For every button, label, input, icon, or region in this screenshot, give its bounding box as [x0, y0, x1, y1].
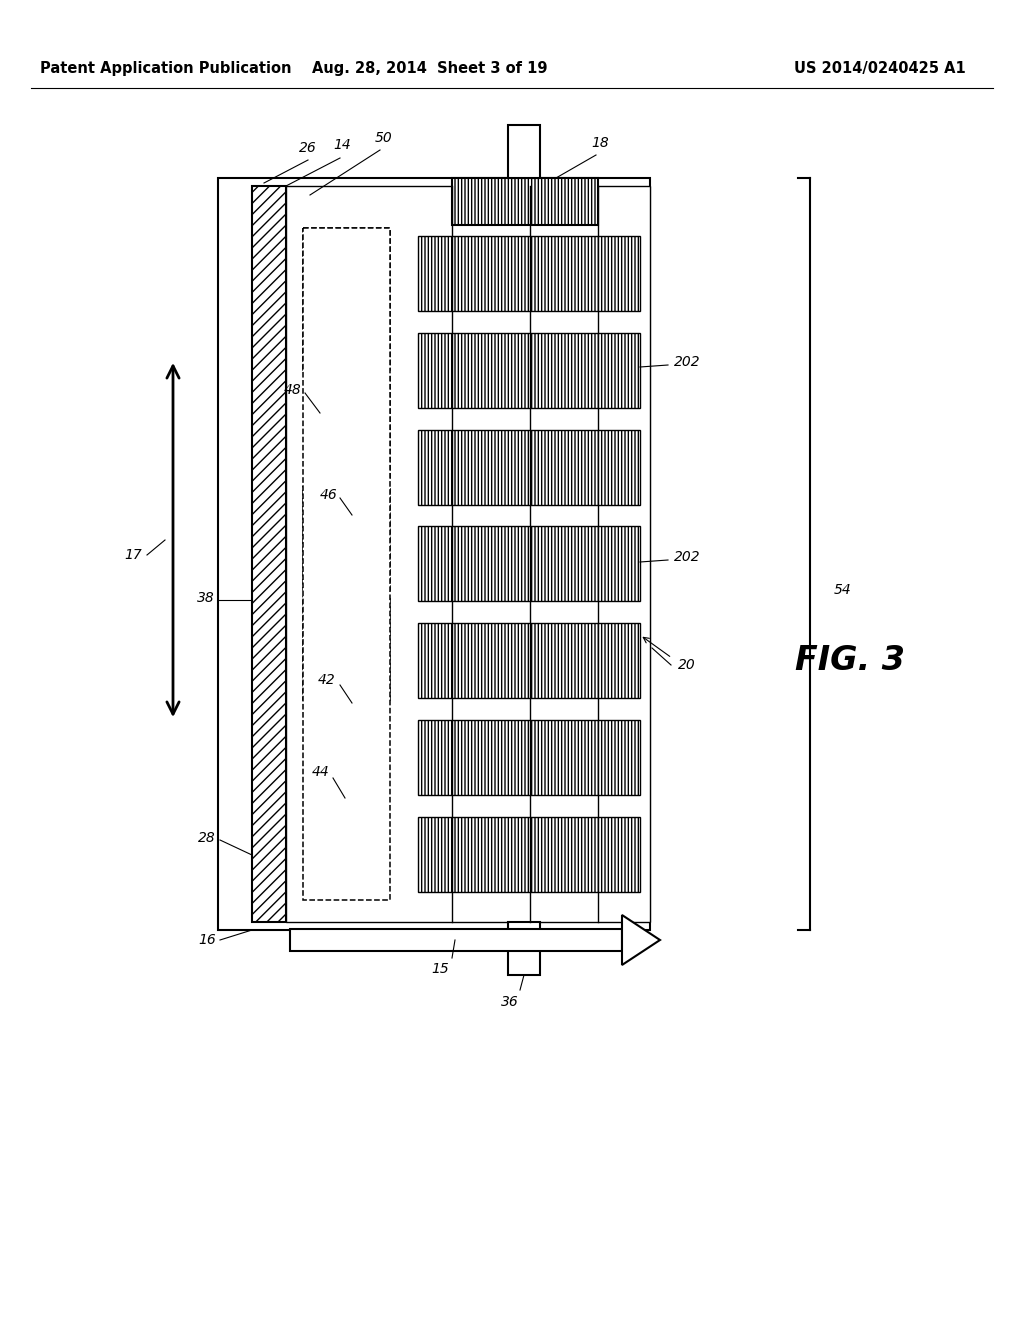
Bar: [418, 623, 640, 698]
Bar: [418, 525, 640, 601]
Bar: [508, 921, 540, 975]
Bar: [286, 186, 650, 921]
Bar: [218, 178, 650, 931]
Bar: [452, 178, 598, 224]
Text: 44: 44: [312, 766, 330, 779]
Bar: [303, 486, 390, 590]
Text: 15: 15: [431, 962, 449, 975]
Text: 48: 48: [285, 383, 302, 397]
Bar: [303, 228, 390, 900]
Bar: [508, 125, 540, 178]
Polygon shape: [622, 915, 660, 965]
Text: 14: 14: [333, 139, 351, 152]
Text: 17: 17: [124, 548, 142, 562]
Bar: [418, 719, 640, 795]
Text: 50: 50: [375, 131, 393, 145]
Bar: [418, 430, 640, 506]
Text: 38: 38: [198, 591, 215, 605]
Text: 18: 18: [591, 136, 609, 150]
Bar: [303, 597, 390, 700]
Text: Aug. 28, 2014  Sheet 3 of 19: Aug. 28, 2014 Sheet 3 of 19: [312, 61, 548, 75]
Text: 28: 28: [199, 832, 216, 845]
Text: 202: 202: [674, 355, 700, 370]
Text: FIG. 3: FIG. 3: [795, 644, 905, 676]
Text: 36: 36: [501, 995, 519, 1008]
Bar: [418, 236, 640, 312]
Bar: [418, 817, 640, 892]
Bar: [290, 929, 622, 950]
Bar: [318, 375, 390, 480]
Text: US 2014/0240425 A1: US 2014/0240425 A1: [795, 61, 966, 75]
Text: 46: 46: [319, 488, 337, 502]
Bar: [418, 333, 640, 408]
Text: 54: 54: [834, 583, 852, 597]
Text: 16: 16: [199, 933, 216, 946]
Text: Patent Application Publication: Patent Application Publication: [40, 61, 292, 75]
Text: 20: 20: [678, 657, 695, 672]
Text: 202: 202: [674, 550, 700, 564]
Text: 26: 26: [299, 141, 316, 154]
Text: 42: 42: [318, 673, 336, 686]
Bar: [252, 186, 286, 921]
Bar: [303, 228, 390, 370]
